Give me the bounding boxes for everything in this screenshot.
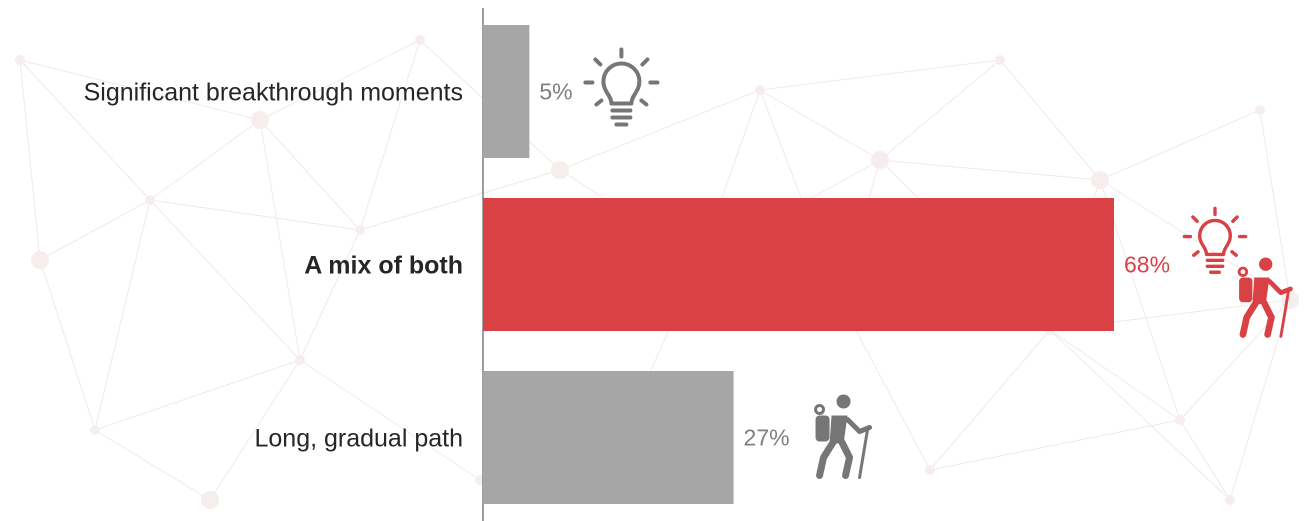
- value-label: 27%: [744, 425, 790, 451]
- bar-1: [483, 198, 1114, 331]
- category-label: Significant breakthrough moments: [84, 79, 463, 107]
- value-label: 68%: [1124, 252, 1170, 278]
- bar-0: [483, 25, 530, 158]
- value-label: 5%: [539, 79, 572, 105]
- hiker-icon: [814, 394, 873, 479]
- lightbulb-icon: [1182, 206, 1248, 274]
- bar-2: [483, 371, 734, 504]
- hiker-icon: [1237, 257, 1293, 338]
- category-label: Long, gradual path: [254, 425, 463, 453]
- lightbulb-icon: [583, 47, 660, 127]
- category-label: A mix of both: [304, 252, 463, 280]
